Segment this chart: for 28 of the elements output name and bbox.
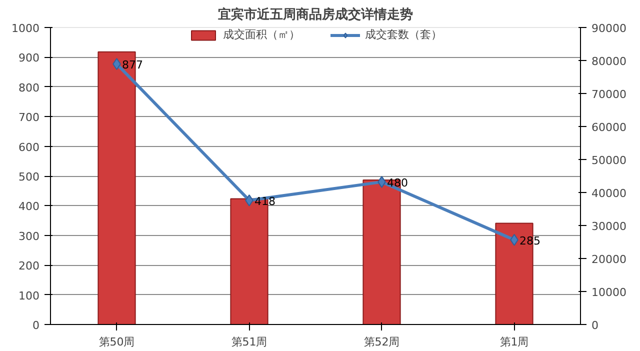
y2-tick-label: 40000 (592, 187, 626, 200)
y-tick-label: 500 (18, 170, 40, 184)
y2-tick-label: 20000 (592, 253, 626, 266)
y-tick-label: 100 (18, 289, 40, 302)
y-tick-label: 700 (18, 111, 40, 124)
y-tick-label: 200 (18, 260, 40, 273)
y2-tick-label: 50000 (592, 154, 626, 167)
y-tick-label: 900 (18, 52, 40, 65)
y-tick-label: 800 (18, 81, 40, 94)
y2-tick-label: 90000 (592, 22, 626, 35)
y2-tick-label: 70000 (592, 88, 626, 101)
x-tick-label: 第1周 (500, 336, 529, 348)
y-tick-label: 300 (18, 230, 40, 243)
y2-tick-label: 30000 (592, 220, 626, 233)
x-tick-label: 第50周 (98, 336, 135, 348)
y-tick-label: 0 (32, 319, 40, 332)
legend-label: 成交面积（㎡） (223, 27, 300, 42)
y2-tick-label: 60000 (592, 121, 626, 134)
y-tick-label: 400 (18, 200, 40, 214)
chart-title: 宜宾市近五周商品房成交详情走势 (218, 6, 413, 22)
x-tick-label: 第52周 (364, 336, 400, 348)
legend-label: 成交套数（套） (365, 27, 442, 42)
y2-tick-label: 80000 (592, 55, 626, 68)
x-tick-label: 第51周 (231, 336, 268, 348)
y-tick-label: 1000 (12, 22, 40, 35)
y2-tick-label: 0 (592, 319, 598, 332)
y-tick-label: 600 (18, 140, 40, 154)
y2-tick-label: 10000 (592, 286, 626, 299)
